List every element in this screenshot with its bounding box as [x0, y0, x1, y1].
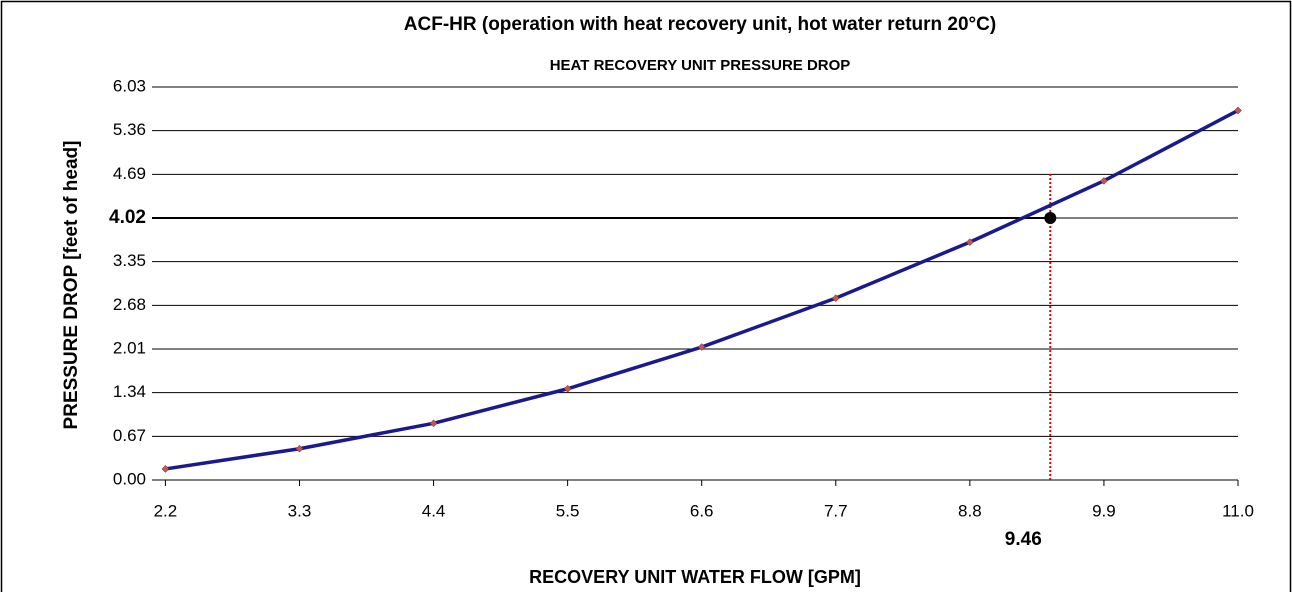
- highlight-point: [1044, 212, 1057, 224]
- y-axis-label: PRESSURE DROP [feet of head]: [61, 141, 82, 430]
- point-marker: [563, 384, 572, 393]
- highlight-x-label: 9.46: [1005, 529, 1042, 550]
- series-line: [165, 108, 1239, 471]
- chart-subtitle: HEAT RECOVERY UNIT PRESSURE DROP: [550, 57, 851, 74]
- y-tick-label: 3.35: [113, 251, 146, 270]
- y-tick-label: 0.00: [113, 469, 146, 488]
- x-tick-label: 6.6: [690, 501, 714, 520]
- x-tick-label: 7.7: [824, 501, 848, 520]
- x-tick-label: 3.3: [288, 501, 312, 520]
- x-tick-label: 11.0: [1222, 501, 1254, 520]
- x-tick-label: 2.2: [154, 501, 178, 520]
- point-marker: [831, 294, 840, 303]
- x-axis-label: RECOVERY UNIT WATER FLOW [GPM]: [529, 567, 861, 587]
- y-tick-label: 4.69: [113, 164, 146, 183]
- point-marker: [295, 444, 304, 453]
- chart-title: ACF-HR (operation with heat recovery uni…: [404, 14, 996, 35]
- y-tick-label: 2.68: [113, 295, 146, 314]
- x-tick-label: 4.4: [422, 501, 446, 520]
- y-tick-label: 6.03: [113, 76, 146, 95]
- point-marker: [429, 419, 438, 428]
- y-tick-label: 1.34: [113, 382, 146, 401]
- x-tick-label: 5.5: [556, 501, 580, 520]
- point-marker: [1234, 106, 1242, 115]
- y-tick-label: 0.67: [113, 426, 146, 445]
- x-tick-label: 8.8: [958, 501, 982, 520]
- point-marker: [697, 343, 706, 351]
- x-tick-label: 9.9: [1092, 501, 1116, 520]
- point-marker: [161, 465, 170, 473]
- y-tick-label: 4.02: [109, 207, 146, 228]
- y-tick-label: 5.36: [113, 120, 146, 139]
- y-tick-label: 2.01: [113, 338, 146, 357]
- point-marker: [965, 238, 974, 246]
- point-marker: [1100, 176, 1108, 185]
